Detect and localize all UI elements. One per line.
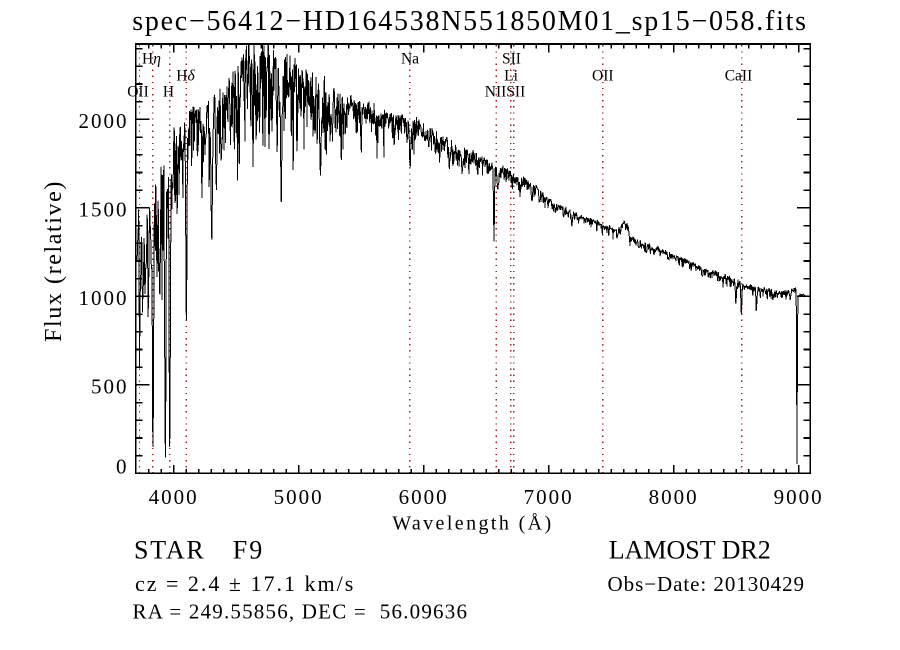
svg-text:7000: 7000 [524,485,574,509]
svg-text:6000: 6000 [399,485,449,509]
svg-text:500: 500 [91,374,129,398]
svg-text:0: 0 [116,454,129,478]
svg-text:cz = 2.4 ± 17.1 km/s: cz = 2.4 ± 17.1 km/s [135,571,355,596]
svg-text:STAR: STAR [134,536,206,565]
svg-text:4000: 4000 [149,485,199,509]
svg-text:1000: 1000 [79,286,129,310]
svg-text:Hδ: Hδ [176,68,195,85]
svg-text:Na: Na [401,51,419,68]
svg-text:Wavelength (Å): Wavelength (Å) [392,513,553,535]
svg-text:Flux (relative): Flux (relative) [41,180,67,342]
svg-text:CaII: CaII [725,68,753,85]
svg-text:NIISII: NIISII [485,84,525,101]
svg-text:H: H [163,84,174,101]
svg-text:spec−56412−HD164538N551850M01_: spec−56412−HD164538N551850M01_sp15−058.f… [132,6,808,37]
svg-text:OII: OII [592,68,614,85]
svg-text:1500: 1500 [79,197,129,221]
svg-text:LAMOST DR2: LAMOST DR2 [609,536,771,565]
svg-text:OII: OII [127,84,149,101]
svg-text:Obs−Date: 20130429: Obs−Date: 20130429 [608,572,806,596]
svg-text:5000: 5000 [274,485,324,509]
svg-text:Li: Li [504,68,518,85]
svg-text:2000: 2000 [79,109,129,133]
svg-text:9000: 9000 [774,485,824,509]
svg-text:8000: 8000 [649,485,699,509]
svg-text:F9: F9 [233,536,264,565]
svg-text:SII: SII [502,51,521,68]
svg-text:Hη: Hη [142,51,161,68]
svg-text:RA = 249.55856, DEC = 56.0963: RA = 249.55856, DEC = 56.09636 [133,600,469,624]
